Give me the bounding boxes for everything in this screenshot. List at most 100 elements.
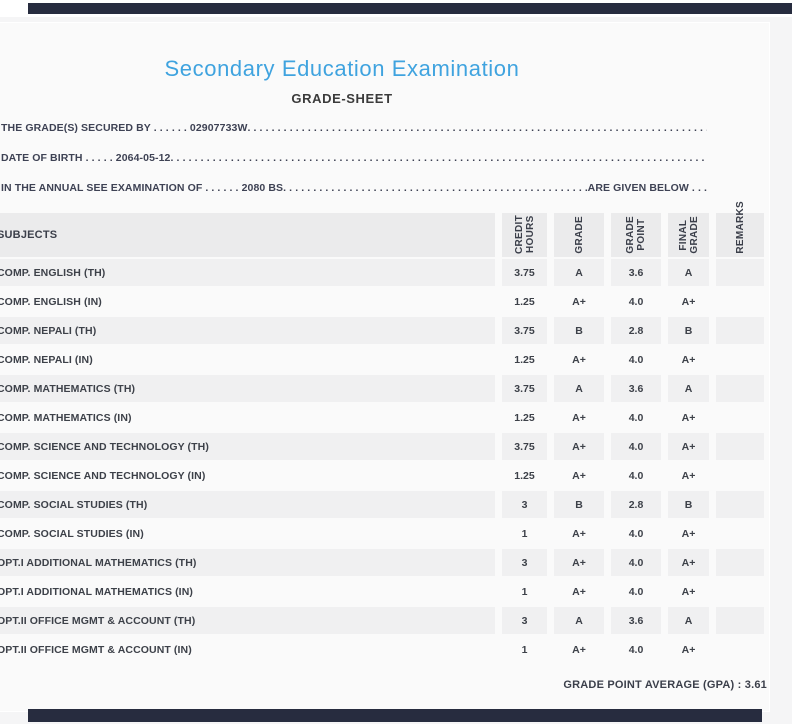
grade-cell: B [554, 317, 604, 344]
credit-hours-cell: 3.75 [502, 433, 547, 460]
grade-cell: A+ [554, 520, 604, 547]
rotated-header-label: GRADE [573, 216, 585, 254]
credit-hours-cell: 1 [502, 636, 547, 663]
final-grade-cell: B [668, 317, 709, 344]
dot-leader: . . . . . . . . . . . . . . . . . . . . … [170, 152, 708, 164]
bottom-footer-strip [28, 709, 762, 722]
column-header-credit-hours: CREDIT HOURS [502, 213, 547, 257]
grade-point-cell: 3.6 [611, 375, 661, 402]
final-grade-cell: B [668, 491, 709, 518]
dot-leader: . . . . . . . . . . . . . . . . . . . . … [247, 122, 707, 134]
grade-point-cell: 3.6 [611, 607, 661, 634]
grade-point-cell: 4.0 [611, 346, 661, 373]
credit-hours-cell: 1.25 [502, 462, 547, 489]
table-row: COMP. SOCIAL STUDIES (IN) 1 A+ 4.0 A+ [0, 520, 764, 547]
final-grade-cell: A+ [668, 549, 709, 576]
subject-cell: COMP. NEPALI (IN) [0, 346, 495, 373]
remarks-cell [716, 404, 764, 431]
subject-cell: COMP. ENGLISH (TH) [0, 259, 495, 286]
table-row: COMP. SCIENCE AND TECHNOLOGY (IN) 1.25 A+ 4… [0, 462, 764, 489]
table-row: OPT.I ADDITIONAL MATHEMATICS (IN) 1 A+ 4.0 A… [0, 578, 764, 605]
final-grade-cell: A+ [668, 404, 709, 431]
grades-table: SUBJECTS CREDIT HOURS GRADE GRADE POINT … [0, 201, 771, 665]
grade-point-cell: 4.0 [611, 288, 661, 315]
info-line-text: DATE OF BIRTH . . . . . 2064-05-12 [1, 152, 171, 164]
subject-cell: OPT.I ADDITIONAL MATHEMATICS (IN) [0, 578, 495, 605]
rotated-header-label: CREDIT HOURS [513, 214, 536, 254]
page-title: Secondary Education Examination [164, 56, 520, 81]
subject-cell: COMP. MATHEMATICS (IN) [0, 404, 495, 431]
subject-cell: COMP. NEPALI (TH) [0, 317, 495, 344]
table-row: COMP. NEPALI (IN) 1.25 A+ 4.0 A+ [0, 346, 764, 373]
subject-cell: COMP. MATHEMATICS (TH) [0, 375, 495, 402]
credit-hours-cell: 3.75 [502, 375, 547, 402]
remarks-cell [716, 433, 764, 460]
final-grade-cell: A+ [668, 346, 709, 373]
subject-cell: COMP. SOCIAL STUDIES (IN) [0, 520, 495, 547]
remarks-cell [716, 288, 764, 315]
grade-cell: A+ [554, 433, 604, 460]
info-line-text: IN THE ANNUAL SEE EXAMINATION OF . . . .… [1, 182, 284, 194]
grade-cell: A [554, 375, 604, 402]
grade-point-cell: 4.0 [611, 520, 661, 547]
credit-hours-cell: 1.25 [502, 288, 547, 315]
credit-hours-cell: 1 [502, 578, 547, 605]
grade-cell: A+ [554, 636, 604, 663]
grade-point-cell: 2.8 [611, 491, 661, 518]
grade-cell: A+ [554, 288, 604, 315]
subject-cell: COMP. SOCIAL STUDIES (TH) [0, 491, 495, 518]
grade-cell: A+ [554, 578, 604, 605]
final-grade-cell: A+ [668, 462, 709, 489]
grade-point-cell: 4.0 [611, 462, 661, 489]
subject-cell: OPT.II OFFICE MGMT & ACCOUNT (TH) [0, 607, 495, 634]
table-row: OPT.II OFFICE MGMT & ACCOUNT (TH) 3 A 3.6 A [0, 607, 764, 634]
final-grade-cell: A [668, 259, 709, 286]
table-row: COMP. ENGLISH (IN) 1.25 A+ 4.0 A+ [0, 288, 764, 315]
grade-cell: A+ [554, 404, 604, 431]
gpa-total: GRADE POINT AVERAGE (GPA) : 3.61 [563, 679, 767, 691]
final-grade-cell: A+ [668, 578, 709, 605]
info-line-text: THE GRADE(S) SECURED BY . . . . . . 0290… [1, 122, 248, 134]
remarks-cell [716, 520, 764, 547]
credit-hours-cell: 3 [502, 549, 547, 576]
grade-cell: A+ [554, 346, 604, 373]
subject-cell: COMP. SCIENCE AND TECHNOLOGY (TH) [0, 433, 495, 460]
credit-hours-cell: 3 [502, 607, 547, 634]
info-line-examination-year: IN THE ANNUAL SEE EXAMINATION OF . . . .… [1, 181, 707, 195]
info-line-date-of-birth: DATE OF BIRTH . . . . . 2064-05-12 . . .… [1, 151, 707, 165]
remarks-cell [716, 375, 764, 402]
grade-point-cell: 3.6 [611, 259, 661, 286]
remarks-cell [716, 491, 764, 518]
grade-point-cell: 4.0 [611, 578, 661, 605]
table-row: COMP. NEPALI (TH) 3.75 B 2.8 B [0, 317, 764, 344]
remarks-cell [716, 317, 764, 344]
final-grade-cell: A+ [668, 288, 709, 315]
info-line-suffix: ARE GIVEN BELOW . . . [587, 182, 707, 194]
final-grade-cell: A+ [668, 520, 709, 547]
subject-cell: COMP. SCIENCE AND TECHNOLOGY (IN) [0, 462, 495, 489]
rotated-header-label: REMARKS [734, 201, 746, 254]
grade-cell: A [554, 259, 604, 286]
table-row: COMP. MATHEMATICS (TH) 3.75 A 3.6 A [0, 375, 764, 402]
info-line-secured-by: THE GRADE(S) SECURED BY . . . . . . 0290… [1, 121, 707, 135]
table-row: OPT.I ADDITIONAL MATHEMATICS (TH) 3 A+ 4.0 A… [0, 549, 764, 576]
remarks-cell [716, 607, 764, 634]
credit-hours-cell: 3.75 [502, 259, 547, 286]
rotated-header-label: GRADE POINT [625, 216, 647, 254]
grade-point-cell: 4.0 [611, 549, 661, 576]
subject-cell: OPT.I ADDITIONAL MATHEMATICS (TH) [0, 549, 495, 576]
credit-hours-cell: 3 [502, 491, 547, 518]
grade-point-cell: 2.8 [611, 317, 661, 344]
final-grade-cell: A [668, 607, 709, 634]
grade-cell: A+ [554, 549, 604, 576]
credit-hours-cell: 1.25 [502, 404, 547, 431]
table-row: COMP. ENGLISH (TH) 3.75 A 3.6 A [0, 259, 764, 286]
column-header-remarks: REMARKS [716, 201, 764, 257]
remarks-cell [716, 259, 764, 286]
remarks-cell [716, 549, 764, 576]
remarks-cell [716, 462, 764, 489]
table-row: OPT.II OFFICE MGMT & ACCOUNT (IN) 1 A+ 4.0 A… [0, 636, 764, 663]
final-grade-cell: A+ [668, 433, 709, 460]
table-row: COMP. SCIENCE AND TECHNOLOGY (TH) 3.75 A+ 4… [0, 433, 764, 460]
gradesheet-card: Secondary Education Examination GRADE-SH… [0, 22, 770, 712]
